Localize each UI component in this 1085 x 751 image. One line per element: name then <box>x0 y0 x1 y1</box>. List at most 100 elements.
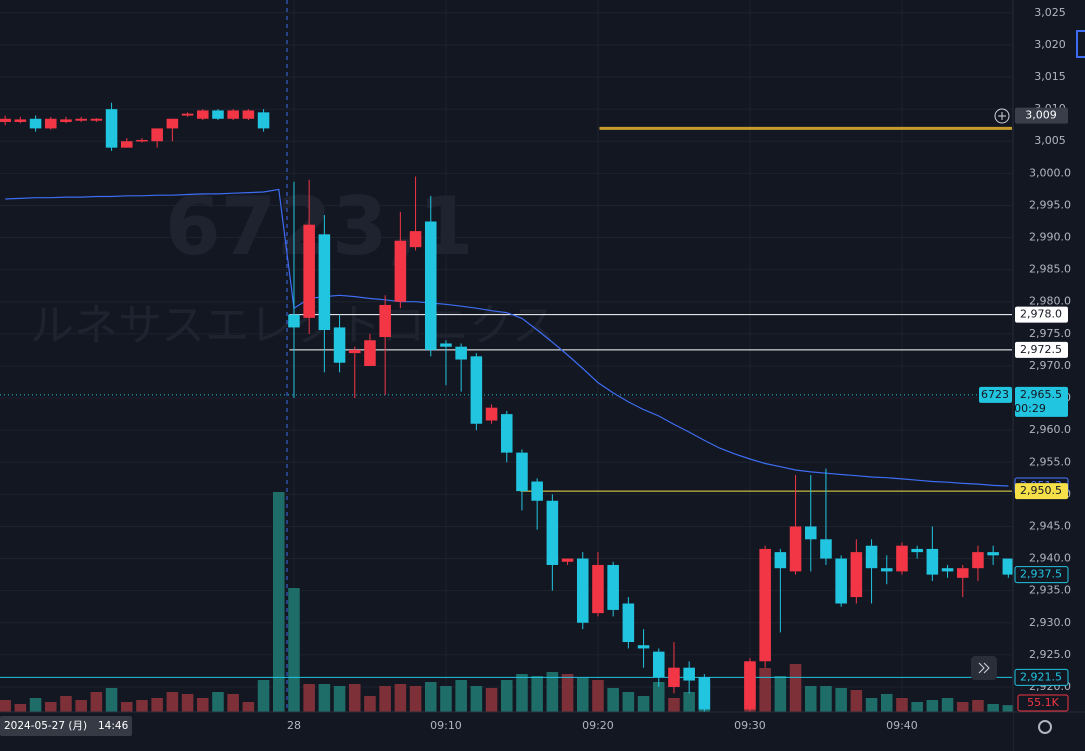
candle-body <box>865 545 878 569</box>
volume-bar <box>151 698 163 712</box>
volume-bar <box>455 680 467 712</box>
volume-bar <box>683 692 695 712</box>
candle-body <box>333 327 346 363</box>
candle-body <box>637 645 650 649</box>
candle-body <box>911 548 923 553</box>
candle-body <box>941 568 954 572</box>
candle-body <box>181 113 194 116</box>
price-label-box <box>1015 306 1068 323</box>
volume-bar <box>212 692 224 712</box>
date-label: 2024-05-27 (月) <box>4 720 87 732</box>
candle-body <box>151 128 163 142</box>
volume-label: 55.1K <box>1027 696 1059 709</box>
crosshair-add-button <box>994 108 1010 124</box>
volume-bar <box>835 688 847 712</box>
candle-body <box>576 558 589 623</box>
price-label-box <box>1015 341 1068 358</box>
candle-body <box>288 314 300 328</box>
candle-body <box>44 118 57 129</box>
price-label: 2,978.0 <box>1020 308 1062 321</box>
candle-body <box>257 112 270 129</box>
candle-body <box>744 661 756 710</box>
volume-bar <box>424 682 437 712</box>
price-label: 2,972.5 <box>1020 343 1062 356</box>
candle-body <box>394 240 407 302</box>
volume-bar <box>75 700 87 712</box>
y-tick-label: 2,985.0 <box>1029 263 1071 276</box>
volume-bar <box>90 692 103 712</box>
y-tick-label: 3,015 <box>1034 70 1066 83</box>
candle-body <box>592 564 604 614</box>
candle-body <box>348 349 361 354</box>
candle-body <box>546 500 559 565</box>
price-label: 2,921.5 <box>1020 670 1062 683</box>
volume-bar <box>136 700 148 712</box>
volume-bar <box>820 686 832 712</box>
volume-bar <box>105 688 118 712</box>
candle-body <box>561 558 574 562</box>
price-label-box <box>1014 668 1069 686</box>
y-tick-label: 2,925.0 <box>1029 648 1071 661</box>
volume-bar <box>44 702 57 712</box>
y-tick-label: 3,000.0 <box>1029 166 1071 179</box>
volume-bar <box>303 684 315 712</box>
volume-bar <box>865 698 878 712</box>
x-tick-label: 09:20 <box>582 719 614 732</box>
date-label-box <box>0 716 132 736</box>
volume-bar <box>60 696 72 712</box>
volume-label-box <box>1017 694 1069 712</box>
candle-body <box>120 141 133 148</box>
volume-bar <box>470 686 483 712</box>
volume-bar <box>850 690 863 712</box>
candle-body <box>804 526 817 540</box>
candle-body <box>926 548 939 575</box>
price-label-box <box>1015 483 1068 500</box>
volume-bar <box>379 686 391 712</box>
volume-bar <box>926 700 939 712</box>
candle-body <box>90 118 103 121</box>
settings-button[interactable] <box>1038 720 1052 734</box>
candle-body <box>880 568 893 572</box>
volume-bar <box>288 588 300 712</box>
candle-body <box>14 119 27 122</box>
x-tick-label: 28 <box>287 719 301 732</box>
volume-bar <box>1002 705 1015 712</box>
candle-body <box>668 667 680 687</box>
volume-bar <box>804 686 817 712</box>
price-label-box <box>1014 566 1069 584</box>
volume-bar <box>637 696 650 712</box>
panel-edge <box>1076 30 1085 58</box>
volume-bar <box>880 694 893 712</box>
y-tick-label: 3,020 <box>1034 38 1066 51</box>
symbol-tag: 6723 <box>981 388 1009 401</box>
candle-body <box>470 356 483 424</box>
volume-bar <box>166 692 179 712</box>
candle-body <box>212 110 224 119</box>
y-tick-label: 2,945.0 <box>1029 519 1071 532</box>
candle-body <box>759 548 771 662</box>
volume-bar <box>14 704 27 712</box>
volume-bar <box>485 688 498 712</box>
volume-bar <box>227 694 239 712</box>
candle-body <box>166 118 179 129</box>
volume-bar <box>592 680 604 712</box>
volume-bar <box>987 704 999 712</box>
y-tick-label: 3,025 <box>1034 6 1066 19</box>
volume-bar <box>546 672 559 712</box>
x-tick-label: 09:30 <box>734 719 766 732</box>
price-label-box <box>1015 107 1068 124</box>
volume-bar <box>0 700 11 712</box>
candle-body <box>75 118 87 121</box>
candle-body <box>318 234 331 330</box>
candle-body <box>227 110 239 119</box>
candle-body <box>835 558 847 604</box>
crosshair-plus <box>998 112 1006 120</box>
volume-bar <box>500 680 513 712</box>
candle-body <box>196 110 209 119</box>
vwap-line <box>5 188 1009 487</box>
candle-body <box>303 224 315 318</box>
candle-body <box>607 564 619 610</box>
candle-body <box>789 526 802 572</box>
